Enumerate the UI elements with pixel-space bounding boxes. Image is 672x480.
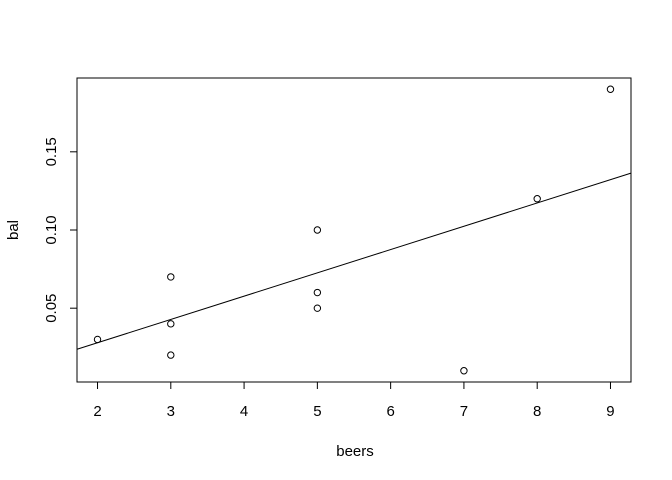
data-point: [313, 288, 322, 297]
data-point: [606, 85, 615, 93]
y-tick-label: 0.10: [43, 215, 60, 244]
x-tick-label: 9: [606, 403, 614, 420]
y-axis-label: bal: [5, 220, 22, 240]
y-tick-label: 0.15: [43, 137, 60, 166]
x-axis-label: beers: [336, 443, 374, 460]
data-point: [460, 367, 468, 375]
data-point: [167, 320, 175, 328]
x-tick-label: 2: [93, 403, 101, 420]
y-tick-label: 0.05: [43, 294, 60, 323]
x-tick-label: 3: [167, 403, 175, 420]
data-point: [313, 226, 322, 234]
regression-line: [76, 172, 632, 350]
data-point: [167, 351, 175, 359]
data-point: [167, 273, 175, 281]
x-tick-label: 8: [533, 403, 541, 420]
data-point: [93, 335, 102, 344]
x-tick-label: 7: [460, 403, 468, 420]
x-tick-label: 6: [386, 403, 394, 420]
x-tick-label: 4: [240, 403, 248, 420]
data-point: [533, 195, 541, 203]
data-point: [313, 304, 322, 312]
x-tick-label: 5: [313, 403, 321, 420]
plot-frame: [76, 77, 632, 383]
